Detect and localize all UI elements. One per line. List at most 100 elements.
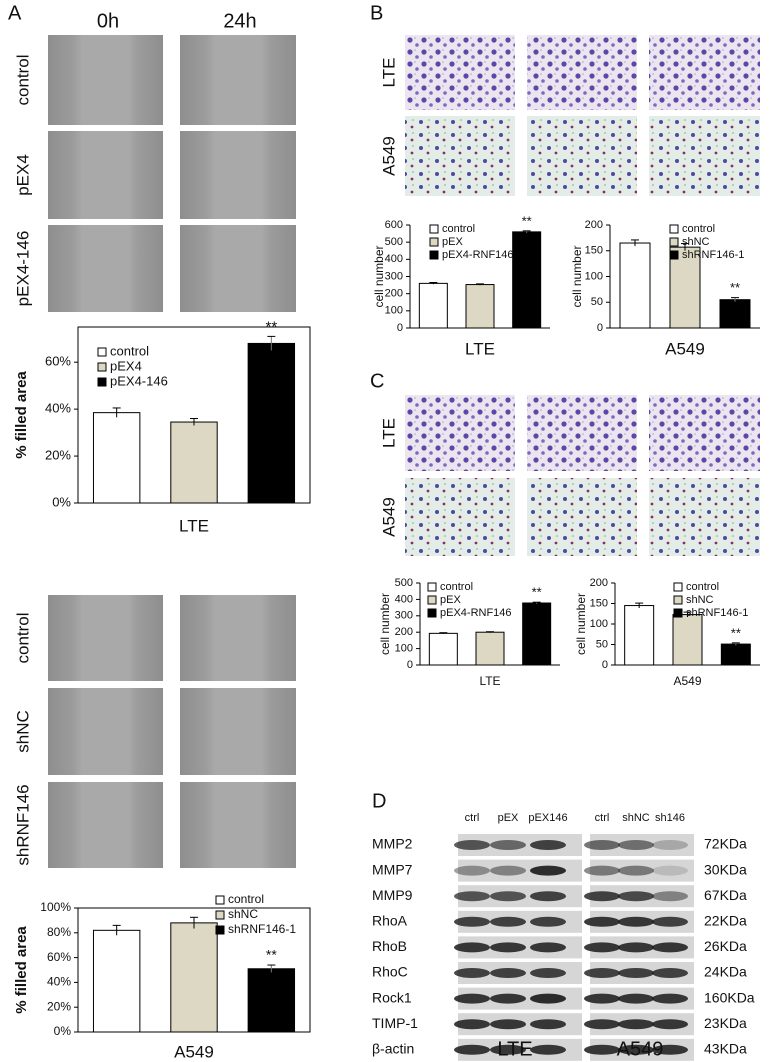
annotation: ** [731,625,741,640]
stained-image [649,395,760,471]
legend-label: shRNF146-1 [228,922,296,936]
legend-label: control [440,581,473,593]
legend-label: pEX4-RNF146 [442,249,514,261]
blot-band [618,891,654,902]
micrograph [48,131,163,219]
blot-band [652,968,688,978]
y-tick-label: 0 [407,659,413,671]
bar [170,421,218,504]
stained-image [527,478,637,556]
y-tick-label: 60% [47,950,71,964]
y-tick-label: 200 [395,626,413,638]
micrograph [180,131,296,219]
blot-band [490,865,526,876]
legend-label: control [442,223,475,235]
blot-strip [458,859,582,882]
blot-band [584,916,620,927]
y-tick-label: 40% [45,401,71,416]
row-label: shNC [13,710,32,753]
category-label: A549 [673,674,701,688]
legend-swatch [429,237,439,247]
legend-swatch [669,250,679,260]
legend-swatch [97,377,107,387]
blot-band [454,840,490,850]
bar [92,929,141,1033]
blot-band [530,865,566,876]
blot-band [584,865,620,876]
micrograph [48,688,163,775]
size-label: 23KDa [704,1015,747,1031]
legend-swatch [97,347,107,357]
legend-swatch [669,237,679,247]
lane-label: ctrl [595,812,610,824]
legend-label: shRNF146-1 [682,249,744,261]
y-tick-label: 500 [385,236,403,248]
annotation: ** [522,213,532,228]
y-axis-label: % filled area [13,926,30,1014]
blot-band [530,840,566,850]
row-label: LTE [379,418,398,448]
category-label: LTE [465,339,495,358]
y-tick-label: 200 [585,219,603,231]
y-axis-label: % filled area [13,371,30,459]
lane-label: ctrl [465,812,480,824]
blot-band [454,968,490,978]
blot-band [584,1044,620,1055]
legend-label: shNC [682,236,710,248]
stained-image [527,395,637,471]
stained-image [649,35,760,110]
blot-band [618,865,654,876]
blot-band [530,891,566,902]
category-label: A549 [174,1042,214,1061]
legend-label: pEX4-RNF146 [440,607,512,619]
y-tick-label: 0 [597,322,603,334]
stained-image [649,478,760,556]
size-label: 67KDa [704,887,747,903]
blot-band [584,993,620,1004]
blot-band [530,1019,566,1030]
y-tick-label: 200 [590,577,608,589]
legend-swatch [215,895,225,905]
protein-label: RhoB [372,938,407,954]
row-label: LTE [379,58,398,88]
lane-label: shNC [622,812,650,824]
bar [672,614,703,666]
blot-band [652,840,688,850]
panel-label: D [372,790,386,812]
bar [719,299,751,329]
blot-band [454,891,490,902]
protein-label: MMP7 [372,861,413,877]
y-tick-label: 50 [591,296,603,308]
stained-image [527,35,637,110]
bar [522,602,552,666]
blot-band [454,1044,490,1055]
legend-swatch [673,582,683,592]
size-label: 160KDa [704,989,755,1005]
blot-band [584,891,620,902]
blot-band [652,865,688,876]
blot-band [652,916,688,927]
blot-band [530,993,566,1004]
blot-band [584,942,620,953]
y-axis-label: cell number [570,245,584,307]
annotation: ** [266,947,277,963]
blot-band [618,840,654,850]
micrograph [180,225,296,312]
blot-band [618,942,654,953]
legend-swatch [669,224,679,234]
protein-label: TIMP-1 [372,1015,418,1031]
blot-band [530,942,566,953]
annotation: ** [730,280,740,295]
y-tick-label: 100 [590,618,608,630]
bar [92,412,141,504]
size-label: 24KDa [704,964,747,980]
y-tick-label: 100 [385,305,403,317]
legend-swatch [673,608,683,618]
micrograph [180,782,296,868]
protein-label: β-actin [372,1041,414,1057]
size-label: 72KDa [704,836,747,852]
bar [720,643,751,666]
blot-band [618,916,654,927]
legend-label: control [682,223,715,235]
y-tick-label: 0% [54,1024,72,1038]
